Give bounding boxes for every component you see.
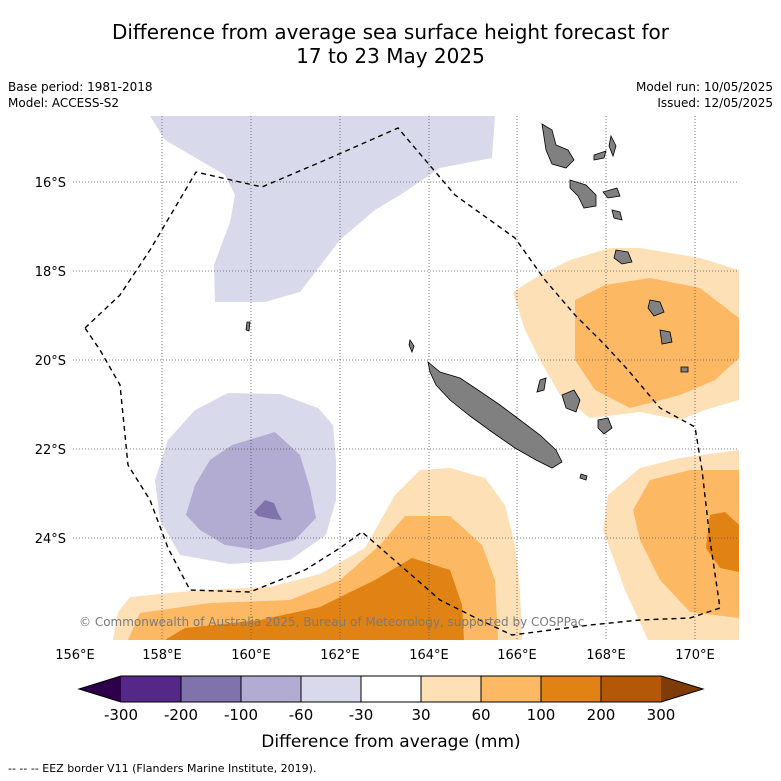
colorbar-outline xyxy=(77,675,705,703)
loyalty-island-2 xyxy=(597,417,613,435)
model-run-text: Model run: 10/05/2025 xyxy=(635,80,773,94)
vanuatu-island-2 xyxy=(569,179,597,209)
lon-label: 166°E xyxy=(497,648,537,663)
lon-label: 164°E xyxy=(409,648,449,663)
vanuatu-island-9 xyxy=(659,329,673,345)
lon-label: 156°E xyxy=(55,648,95,663)
colorbar-swatch xyxy=(481,676,541,702)
anomaly-region-neg-30 xyxy=(150,116,495,302)
small-island-1 xyxy=(245,321,251,332)
colorbar-tick-label: -60 xyxy=(289,706,314,724)
colorbar-tick-label: 200 xyxy=(587,706,616,724)
colorbar-swatch xyxy=(541,676,601,702)
lat-label: 20°S xyxy=(35,354,66,369)
colorbar-swatch xyxy=(241,676,301,702)
lon-label: 158°E xyxy=(142,648,182,663)
lat-label: 24°S xyxy=(35,532,66,547)
new-caledonia-island xyxy=(427,360,563,469)
meta-right: Model run: 10/05/2025 Issued: 12/05/2025 xyxy=(636,79,773,111)
colorbar-dividers xyxy=(180,676,602,702)
colorbar-tick-label: -30 xyxy=(349,706,374,724)
base-period-text: Base period: 1981-2018 xyxy=(8,80,153,94)
colorbar-tick-label: -300 xyxy=(104,706,138,724)
anomaly-region-pos-60-east xyxy=(575,278,739,408)
colorbar-title: Difference from average (mm) xyxy=(261,732,520,752)
lon-label: 162°E xyxy=(320,648,360,663)
vanuatu-island-8 xyxy=(647,299,665,317)
anomaly-region-pos-100-south xyxy=(165,558,464,640)
lon-label: 170°E xyxy=(675,648,715,663)
colorbar-swatch xyxy=(601,676,661,702)
vanuatu-island-1 xyxy=(541,123,575,169)
map-title-line-2: 17 to 23 May 2025 xyxy=(296,44,485,68)
colorbar-swatch xyxy=(361,676,421,702)
anomaly-region-pos-60-southeast xyxy=(633,470,739,618)
map-area xyxy=(73,116,739,640)
latitude-labels: 16°S 18°S 20°S 22°S 24°S xyxy=(35,176,66,547)
colorbar-swatch xyxy=(301,676,361,702)
colorbar-swatch xyxy=(121,676,181,702)
colorbar-tick-label: 100 xyxy=(527,706,556,724)
model-text: Model: ACCESS-S2 xyxy=(8,96,120,110)
colorbar-tick-label: 60 xyxy=(471,706,490,724)
colorbar-tick-label: -200 xyxy=(164,706,198,724)
graticule xyxy=(73,116,739,640)
vanuatu-island-5 xyxy=(593,150,607,161)
vanuatu-island-3 xyxy=(602,187,621,199)
colorbar-tick-label: -100 xyxy=(224,706,258,724)
issued-text: Issued: 12/05/2025 xyxy=(657,96,773,110)
loyalty-island-1 xyxy=(561,389,581,413)
lat-label: 18°S xyxy=(35,265,66,280)
lat-label: 16°S xyxy=(35,176,66,191)
colorbar: -300 -200 -100 -60 -30 30 60 100 200 300… xyxy=(77,675,705,752)
colorbar-tick-label: 300 xyxy=(647,706,676,724)
anomaly-region-neg-100 xyxy=(254,500,282,520)
loyalty-island-3 xyxy=(536,377,547,393)
vanuatu-island-10 xyxy=(680,366,689,373)
small-island-2 xyxy=(408,338,415,354)
map-title-line-1: Difference from average sea surface heig… xyxy=(111,20,670,44)
vanuatu-island-4 xyxy=(608,134,617,158)
anomaly-region-pos-100-southeast xyxy=(706,512,739,572)
lat-label: 22°S xyxy=(35,443,66,458)
vanuatu-island-6 xyxy=(611,209,623,221)
colorbar-min-arrow xyxy=(79,676,121,702)
lon-label: 160°E xyxy=(231,648,271,663)
colorbar-tick-label: 30 xyxy=(411,706,430,724)
longitude-labels: 156°E 158°E 160°E 162°E 164°E 166°E 168°… xyxy=(55,648,715,663)
eez-border xyxy=(84,127,721,636)
land xyxy=(245,123,689,481)
vanuatu-island-7 xyxy=(613,249,633,265)
colorbar-max-arrow xyxy=(661,676,703,702)
eez-legend-note: -- -- -- EEZ border V11 (Flanders Marine… xyxy=(8,762,317,775)
meta-left: Base period: 1981-2018 Model: ACCESS-S2 xyxy=(8,79,153,111)
small-island-3 xyxy=(579,473,588,481)
copyright-text: © Commonwealth of Australia 2025, Bureau… xyxy=(79,615,584,629)
lon-label: 168°E xyxy=(586,648,626,663)
colorbar-swatch xyxy=(181,676,241,702)
colorbar-swatch xyxy=(421,676,481,702)
